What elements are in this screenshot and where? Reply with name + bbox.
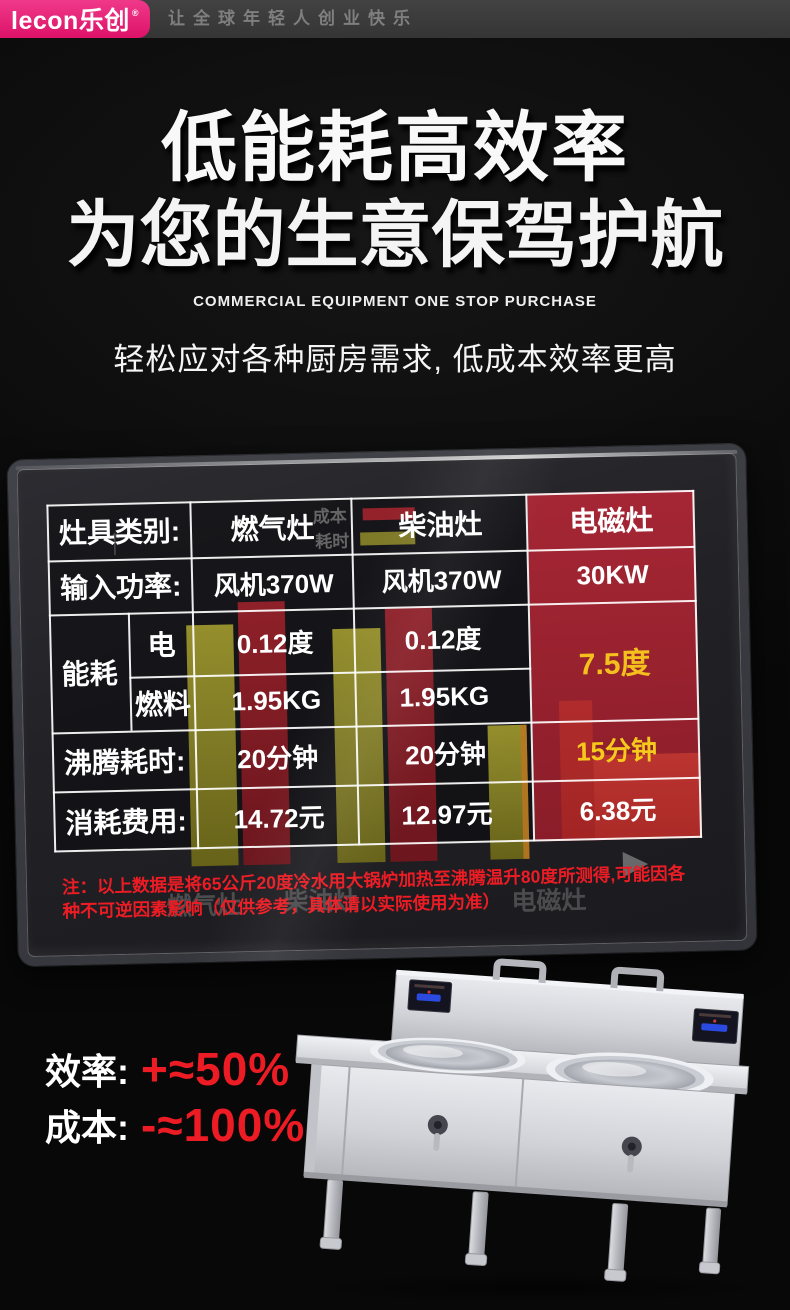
pipe-handle-left bbox=[492, 958, 547, 984]
cell-cost-diesel: 12.97元 bbox=[401, 798, 493, 831]
cell-fuel-gas: 1.95KG bbox=[231, 683, 322, 716]
column-header-induction: 电磁灶 bbox=[569, 504, 654, 538]
registered-mark: ® bbox=[131, 8, 139, 18]
hero-subtitle-en: COMMERCIAL EQUIPMENT ONE STOP PURCHASE bbox=[193, 293, 597, 310]
cell-electricity-diesel: 0.12度 bbox=[404, 623, 482, 655]
comparison-panel: 成本 耗时 ↑ 灶具类别: 燃气灶 柴油灶 电磁灶 输入功 bbox=[7, 443, 757, 967]
column-header-diesel: 柴油灶 bbox=[398, 508, 483, 542]
backsplash-top-edge bbox=[396, 969, 744, 1000]
stat-efficiency-label: 效率: bbox=[45, 1051, 129, 1092]
brand-logo-text: lecon乐创 bbox=[11, 7, 130, 35]
brand-header: lecon乐创 ® 让全球年轻人创业快乐 bbox=[0, 0, 790, 38]
cell-fuel-diesel: 1.95KG bbox=[399, 680, 490, 713]
control-screen-right bbox=[691, 1008, 739, 1044]
hero-subtitle-cn: 轻松应对各种厨房需求, 低成本效率更高 bbox=[113, 342, 677, 377]
product-photo-induction-range bbox=[295, 958, 776, 1304]
cell-input-power-induction: 30KW bbox=[576, 558, 650, 591]
wok-left bbox=[369, 1037, 526, 1074]
cell-boil-time-induction: 15分钟 bbox=[575, 734, 658, 767]
glass-top-highlight bbox=[15, 449, 738, 471]
door-seam bbox=[340, 1066, 351, 1179]
cell-input-power-diesel: 风机370W bbox=[381, 563, 502, 597]
cell-boil-time-gas: 20分钟 bbox=[236, 742, 319, 775]
control-screen-left bbox=[407, 979, 453, 1013]
door-handle-left bbox=[427, 1115, 448, 1151]
cell-cost-induction: 6.38元 bbox=[579, 794, 657, 827]
stat-efficiency: 效率: +≈50% bbox=[45, 1042, 290, 1096]
brand-logo: lecon乐创 ® bbox=[0, 0, 150, 38]
stat-cost: 成本: -≈100% bbox=[45, 1098, 305, 1152]
row-label-cost: 消耗费用: bbox=[65, 804, 188, 839]
hero-title-line2: 为您的生意保驾护航 bbox=[66, 195, 724, 276]
row-label-energy: 能耗 bbox=[61, 657, 119, 691]
brand-tagline: 让全球年轻人创业快乐 bbox=[168, 9, 418, 28]
cell-boil-time-diesel: 20分钟 bbox=[404, 738, 487, 771]
table-corner-label: 灶具类别: bbox=[58, 515, 181, 550]
hero-title-line1: 低能耗高效率 bbox=[161, 106, 629, 191]
sub-label-electricity: 电 bbox=[147, 629, 176, 662]
comparison-table: 成本 耗时 ↑ 灶具类别: 燃气灶 柴油灶 电磁灶 输入功 bbox=[46, 489, 703, 867]
pipe-handle-right bbox=[610, 966, 665, 992]
product-shadow bbox=[300, 1272, 776, 1304]
cabinet-bottom-rail bbox=[303, 1171, 728, 1208]
door-handle-right bbox=[621, 1136, 642, 1173]
stat-efficiency-value: +≈50% bbox=[141, 1043, 291, 1095]
legs bbox=[319, 1179, 722, 1282]
column-header-gas: 燃气灶 bbox=[230, 512, 315, 546]
row-label-input-power: 输入功率: bbox=[59, 570, 182, 605]
sub-label-fuel: 燃料 bbox=[134, 688, 192, 721]
table-footnote: 注：以上数据是将65公斤20度冷水用大锅炉加热至沸腾温升80度所测得,可能因各种… bbox=[61, 863, 686, 922]
stat-cost-value: -≈100% bbox=[141, 1099, 306, 1151]
cabinet-left-shade bbox=[303, 1064, 322, 1177]
cell-energy-induction: 7.5度 bbox=[578, 646, 651, 682]
cell-electricity-gas: 0.12度 bbox=[236, 627, 314, 659]
stat-cost-label: 成本: bbox=[45, 1107, 129, 1148]
door-seam bbox=[514, 1078, 525, 1191]
row-label-boil-time: 沸腾耗时: bbox=[63, 744, 186, 779]
cell-input-power-gas: 风机370W bbox=[213, 567, 335, 601]
cell-cost-gas: 14.72元 bbox=[233, 802, 325, 835]
